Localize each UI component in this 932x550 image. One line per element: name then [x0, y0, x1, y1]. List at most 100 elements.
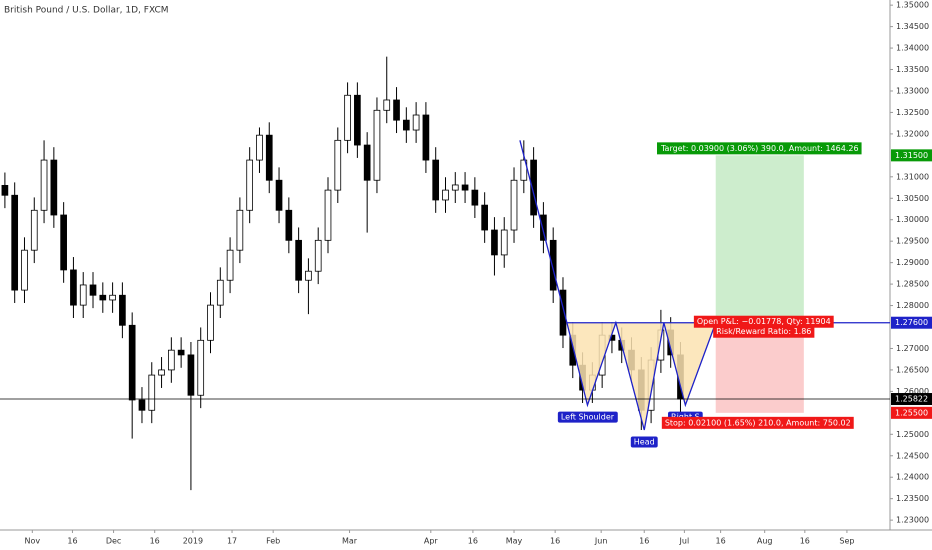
candle-body	[442, 189, 449, 201]
candle-body	[236, 209, 244, 251]
y-tick-label: 1.28000	[896, 301, 929, 310]
stop-text: Stop: 0.02100 (1.65%) 210.0, Amount: 750…	[665, 418, 851, 427]
target-text: Target: 0.03900 (3.06%) 390.0, Amount: 1…	[660, 144, 859, 153]
candle-body	[128, 324, 136, 401]
y-tick-label: 1.27000	[896, 344, 929, 353]
candle-body	[207, 304, 214, 341]
x-tick-label: 17	[227, 537, 237, 546]
overlay: Left ShoulderHeadRight S	[0, 140, 890, 448]
candle-body	[305, 270, 312, 281]
candle-body	[393, 99, 400, 121]
last-price-tag-box	[891, 393, 932, 406]
candle-body	[226, 249, 234, 281]
y-tick-label: 1.32000	[896, 129, 929, 138]
candle-body	[481, 204, 488, 231]
x-tick-label: 16	[639, 537, 649, 546]
x-tick-label: 16	[716, 537, 726, 546]
pattern-fill	[566, 322, 716, 431]
last-price-tag: 1.25822	[895, 395, 928, 404]
loss-zone	[715, 322, 804, 413]
y-tick-label: 1.35000	[896, 1, 929, 10]
stop-text-box	[661, 416, 854, 429]
candle-body	[148, 374, 156, 411]
profit-zone	[715, 155, 804, 323]
x-tick-label: May	[506, 537, 523, 546]
candle-body	[491, 229, 498, 256]
y-tick-label: 1.23500	[896, 494, 929, 503]
y-tick-label: 1.26500	[896, 365, 929, 374]
x-tick-label: 16	[800, 537, 810, 546]
y-tick-label: 1.25000	[896, 430, 929, 439]
candle-body	[99, 294, 107, 301]
x-tick-label: Sep	[839, 537, 854, 546]
candle-body	[510, 179, 518, 231]
y-tick-label: 1.33500	[896, 65, 929, 74]
candle-body	[50, 159, 58, 216]
candle-body	[530, 159, 537, 216]
y-tick-label: 1.24500	[896, 451, 929, 460]
candle-body	[40, 159, 48, 211]
candle-body	[451, 184, 459, 191]
target-tag-box	[891, 149, 932, 162]
candle-body	[119, 294, 126, 326]
y-tick-label: 1.24000	[896, 473, 929, 482]
y-tick-label: 1.26000	[896, 387, 929, 396]
candle-body	[540, 214, 547, 241]
pattern-label-box	[630, 436, 658, 448]
candle-body	[246, 159, 254, 211]
y-tick-label: 1.29000	[896, 258, 929, 267]
chart-title: British Pound / U.S. Dollar, 1D, FXCM	[4, 6, 169, 16]
candle-body	[549, 239, 557, 291]
candle-body	[1, 184, 9, 196]
candle-body	[295, 239, 302, 281]
candle-body	[70, 269, 77, 306]
plot-area	[1, 56, 684, 491]
y-tick-label: 1.34000	[896, 44, 929, 53]
candle-body	[265, 134, 273, 181]
price-axis-bg	[890, 0, 932, 550]
candle-body	[60, 214, 67, 271]
candle-body	[324, 189, 332, 241]
pattern-label: Head	[634, 438, 655, 447]
stop-tag: 1.25500	[895, 408, 928, 417]
pnl-text: Open P&L: −0.01778, Qty: 11904	[697, 317, 831, 326]
candle-body	[383, 99, 391, 111]
candle-body	[432, 159, 440, 201]
candle-body	[402, 119, 410, 131]
candle-body	[109, 294, 116, 301]
pnl-text-box	[693, 315, 834, 328]
candle-body	[344, 94, 351, 141]
candle-body	[363, 144, 371, 181]
y-tick-label: 1.28500	[896, 280, 929, 289]
y-tick-label: 1.30500	[896, 194, 929, 203]
candle-body	[422, 114, 430, 161]
y-tick-label: 1.30000	[896, 215, 929, 224]
y-tick-label: 1.23000	[896, 516, 929, 525]
x-tick-label: 16	[550, 537, 560, 546]
y-tick-label: 1.34500	[896, 22, 929, 31]
candle-body	[21, 249, 28, 291]
candle-body	[354, 94, 361, 146]
pattern-label-box	[557, 411, 618, 423]
candle-body	[216, 279, 224, 306]
candle-body	[177, 349, 185, 356]
x-tick-label: Mar	[342, 537, 358, 546]
x-tick-label: Dec	[106, 537, 121, 546]
x-tick-label: 16	[67, 537, 77, 546]
candle-body	[520, 159, 528, 181]
x-tick-label: Nov	[24, 537, 40, 546]
entry-tag: 1.27600	[895, 318, 928, 327]
x-tick-label: Aug	[757, 537, 773, 546]
candle-body	[559, 289, 567, 336]
target-tag: 1.31500	[895, 151, 928, 160]
pattern-label: Left Shoulder	[561, 413, 615, 422]
target-text-box	[656, 142, 862, 155]
x-tick-label: 2019	[183, 537, 203, 546]
y-tick-label: 1.31000	[896, 172, 929, 181]
candle-body	[461, 184, 469, 191]
x-tick-label: 16	[150, 537, 160, 546]
ratio-text-box	[713, 325, 815, 338]
candle-body	[138, 399, 146, 411]
candle-body	[168, 349, 175, 371]
